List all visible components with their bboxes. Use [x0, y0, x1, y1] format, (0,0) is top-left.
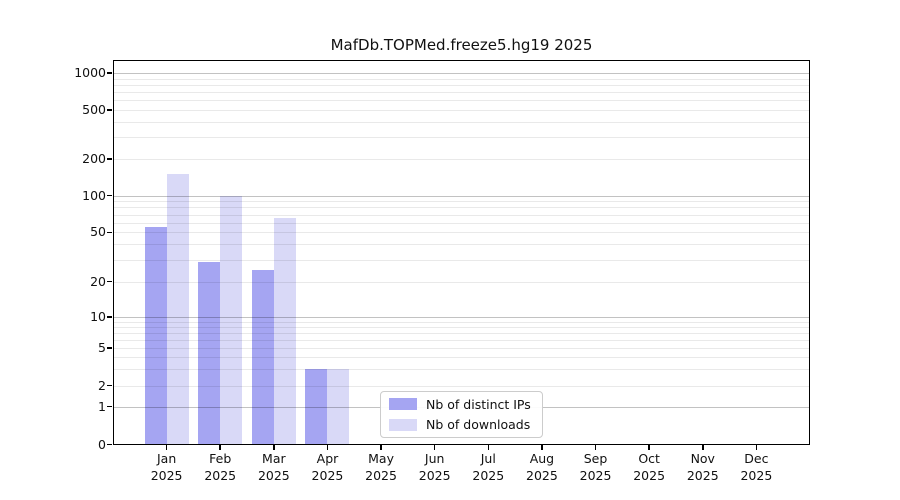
y-tick-label: 50 [90, 224, 106, 240]
y-tick-label: 0 [98, 436, 106, 452]
gridline-minor [113, 201, 810, 203]
legend-row: Nb of downloads [389, 417, 534, 434]
y-tick-mark [107, 72, 112, 74]
gridline-minor [113, 121, 810, 123]
x-tick-mark [594, 445, 597, 450]
gridline-minor [113, 78, 810, 80]
gridline-minor [113, 281, 810, 283]
x-tick-label-feb: Feb 2025 [204, 451, 237, 483]
x-tick-label-apr: Apr 2025 [311, 451, 344, 483]
legend-label: Nb of distinct IPs [426, 396, 531, 412]
x-tick-mark [273, 445, 275, 450]
y-tick-label: 5 [98, 340, 106, 355]
gridline-minor [113, 92, 810, 94]
y-tick-label: 10 [90, 309, 106, 324]
y-tick-label: 100 [82, 187, 106, 203]
y-tick-label: 20 [90, 273, 106, 289]
x-tick-label-oct: Oct 2025 [633, 451, 666, 483]
x-tick-label-sep: Sep 2025 [579, 451, 612, 483]
x-tick-mark [701, 445, 704, 450]
gridline-minor [113, 357, 810, 359]
bar-ips-jan [144, 227, 167, 445]
y-tick-mark [107, 109, 112, 111]
gridline-minor [113, 159, 810, 160]
gridline-minor [113, 369, 810, 371]
y-tick-mark [107, 231, 112, 234]
bar-downloads-jan [166, 174, 189, 445]
legend-row: Nb of distinct IPs [389, 396, 534, 413]
y-tick-label: 200 [82, 151, 106, 166]
x-tick-mark [326, 445, 329, 450]
gridline-major [113, 317, 810, 318]
gridline-major [113, 73, 810, 74]
x-tick-label-jan: Jan 2025 [150, 451, 183, 483]
gridline-minor [113, 321, 810, 323]
x-tick-label-may: May 2025 [365, 451, 397, 483]
gridline-minor [113, 207, 810, 209]
gridline-minor [113, 326, 810, 328]
y-tick-mark [107, 347, 112, 349]
x-tick-label-jun: Jun 2025 [418, 451, 451, 483]
x-tick-mark [433, 445, 436, 450]
gridline-minor [113, 137, 810, 139]
x-tick-label-jul: Jul 2025 [472, 451, 505, 483]
gridline-minor [113, 232, 810, 234]
y-tick-mark [107, 384, 112, 387]
x-tick-label-aug: Aug 2025 [526, 451, 558, 483]
x-tick-mark [487, 445, 490, 450]
gridline-minor [113, 244, 810, 246]
x-tick-mark [541, 445, 543, 450]
bar-ips-feb [198, 261, 221, 445]
legend: Nb of distinct IPs Nb of downloads [380, 391, 543, 438]
legend-swatch-distinct-ips [389, 398, 417, 411]
bar-ips-apr [305, 369, 328, 445]
bar-downloads-apr [327, 369, 350, 445]
gridline-minor [113, 348, 810, 349]
y-tick-mark [107, 443, 112, 446]
gridline-minor [113, 84, 810, 86]
gridline-minor [113, 332, 810, 334]
bar-downloads-feb [220, 195, 243, 445]
chart-title: MafDb.TOPMed.freeze5.hg19 2025 [330, 36, 593, 54]
gridline-major [113, 195, 810, 197]
gridline-minor [113, 214, 810, 216]
gridline-minor [113, 110, 810, 111]
y-tick-mark [107, 158, 112, 160]
x-tick-label-nov: Nov 2025 [686, 451, 719, 483]
gridline-minor [113, 259, 810, 261]
legend-label: Nb of downloads [426, 417, 531, 433]
y-tick-label: 1 [98, 398, 106, 414]
x-tick-label-mar: Mar 2025 [257, 451, 290, 483]
x-tick-mark [755, 445, 758, 450]
y-tick-label: 1000 [74, 65, 106, 80]
x-tick-mark [165, 445, 168, 450]
y-tick-mark [107, 194, 112, 197]
gridline-minor [113, 222, 810, 224]
x-tick-mark [219, 445, 222, 450]
gridline-minor [113, 100, 810, 102]
gridline-minor [113, 385, 810, 387]
y-tick-mark [107, 316, 112, 318]
x-tick-label-dec: Dec 2025 [740, 451, 773, 483]
y-tick-label: 500 [82, 102, 106, 117]
x-tick-mark [648, 445, 650, 450]
bar-ips-mar [251, 269, 274, 445]
y-tick-mark [107, 280, 112, 283]
x-tick-mark [380, 445, 382, 450]
bar-downloads-mar [273, 218, 296, 445]
y-tick-mark [107, 405, 112, 408]
gridline-minor [113, 339, 810, 341]
legend-swatch-downloads [389, 418, 417, 431]
y-tick-label: 2 [98, 377, 106, 393]
